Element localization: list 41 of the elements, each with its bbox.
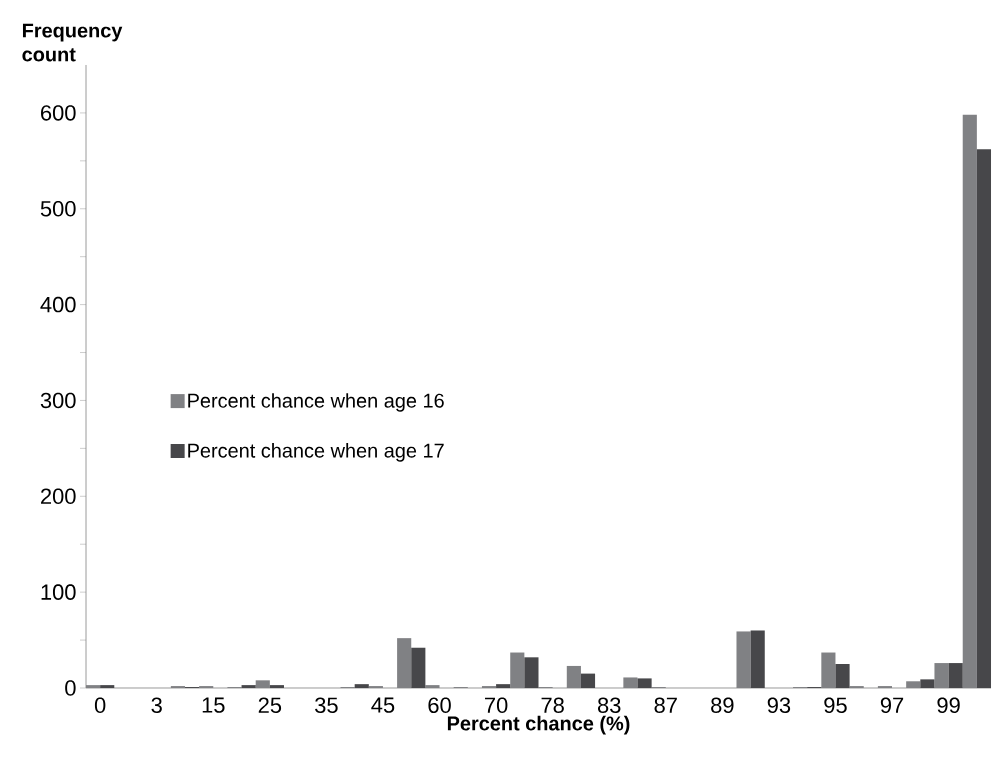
- bar: [269, 685, 284, 688]
- bar: [241, 685, 256, 688]
- y-tick-label: 100: [41, 584, 76, 600]
- y-tick-label: 400: [40, 296, 76, 313]
- bar: [580, 673, 596, 688]
- x-tick-label: 99: [937, 697, 960, 714]
- bar: [750, 630, 765, 688]
- x-tick-label: 97: [880, 697, 904, 714]
- bar: [354, 684, 369, 688]
- x-tick-label: 87: [654, 697, 677, 714]
- x-tick-label: 60: [428, 697, 451, 714]
- x-tick-label: 78: [541, 697, 564, 714]
- bar: [496, 684, 511, 688]
- bar: [835, 664, 850, 688]
- legend-label: Percent chance when age 16: [188, 393, 444, 412]
- x-axis-title: Percent chance (%): [447, 715, 630, 735]
- x-tick-label: 25: [258, 697, 282, 714]
- bar: [524, 657, 539, 688]
- x-tick-label: 93: [767, 697, 791, 714]
- x-tick-label: 83: [597, 697, 621, 714]
- x-tick-label: 89: [711, 697, 734, 714]
- legend-label: Percent chance when age 17: [188, 443, 444, 462]
- x-tick-label: 0: [94, 697, 106, 714]
- bar: [411, 647, 426, 688]
- bar: [100, 685, 115, 688]
- x-tick-label: 3: [151, 697, 162, 714]
- bar: [976, 149, 992, 688]
- bar: [948, 663, 963, 688]
- bar: [637, 678, 652, 688]
- y-tick-label: 200: [41, 488, 76, 505]
- x-tick-label: 70: [485, 697, 508, 714]
- y-tick-label: 500: [40, 200, 76, 217]
- x-tick-label: 95: [824, 697, 847, 714]
- x-tick-label: 15: [202, 697, 225, 713]
- y-axis-title: Frequency count: [22, 23, 123, 62]
- y-tick-label: 0: [65, 680, 76, 696]
- x-tick-label: 35: [315, 697, 338, 714]
- bar: [920, 679, 935, 688]
- y-tick-label: 600: [41, 105, 76, 121]
- x-tick-label: 45: [371, 697, 395, 713]
- y-tick-label: 300: [40, 392, 76, 409]
